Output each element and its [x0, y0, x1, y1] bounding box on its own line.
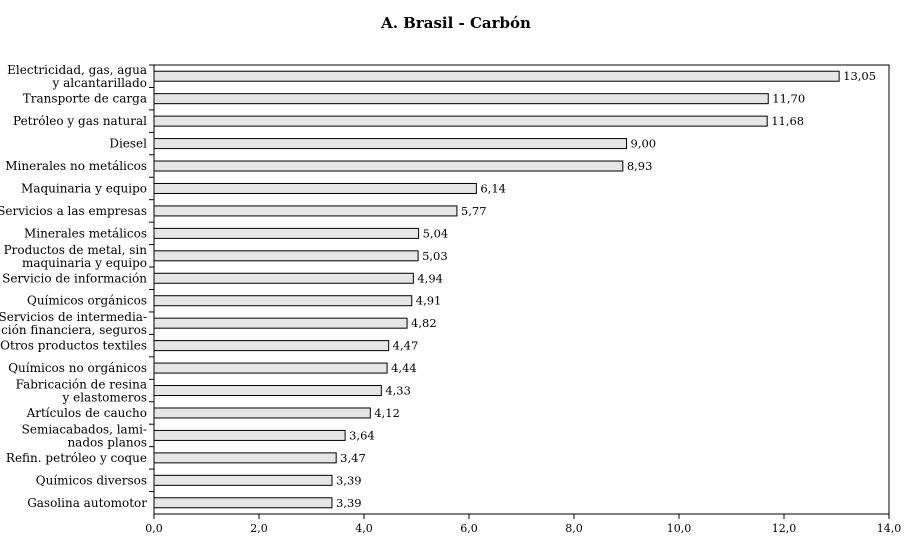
bar [153, 295, 413, 307]
bar [153, 429, 346, 441]
category-label: Servicios a las empresas [0, 204, 147, 218]
value-label: 11,70 [772, 92, 805, 106]
plot-area: 0,0 2,0 4,0 6,0 8,0 10,0 12,0 14,0 13,05 Electric… [0, 63, 901, 535]
category-label: Transporte de carga [23, 92, 147, 106]
bar [153, 138, 627, 150]
bar [153, 272, 414, 284]
chart-title: A. Brasil - Carbón [380, 14, 531, 32]
value-label: 4,94 [417, 271, 443, 285]
bar [153, 250, 419, 262]
bar [153, 205, 458, 217]
value-label: 4,12 [374, 406, 400, 420]
category-label: Refin. petróleo y coque [6, 451, 147, 465]
bar [153, 317, 408, 329]
category-label: Servicio de información [2, 271, 147, 285]
category-label: Maquinaria y equipo [21, 181, 147, 195]
category-label: Semiacabados, lami- [22, 422, 147, 436]
value-label: 5,77 [461, 204, 487, 218]
category-label: Químicos orgánicos [27, 294, 147, 308]
x-tick-label: 10,0 [667, 522, 692, 535]
category-label: Petróleo y gas natural [13, 114, 147, 128]
category-label: Otros productos textiles [0, 339, 147, 353]
bar [153, 497, 333, 509]
category-label: Minerales metálicos [24, 226, 147, 240]
category-label: Electricidad, gas, agua [7, 63, 147, 77]
category-label: Gasolina automotor [27, 496, 147, 510]
category-label: Productos de metal, sin [4, 243, 148, 257]
value-label: 3,39 [336, 496, 362, 510]
value-label: 8,93 [627, 159, 653, 173]
category-label: Químicos diversos [36, 473, 147, 487]
bar [153, 227, 420, 239]
x-tick-label: 2,0 [250, 522, 268, 535]
bar [153, 93, 769, 105]
bar [153, 70, 840, 82]
value-label: 3,47 [340, 451, 366, 465]
x-tick-label: 12,0 [772, 522, 797, 535]
x-tick-label: 6,0 [460, 522, 478, 535]
value-label: 4,33 [385, 384, 411, 398]
value-label: 4,44 [391, 361, 417, 375]
category-label: Minerales no metálicos [5, 159, 147, 173]
bar [153, 160, 624, 172]
value-label: 3,64 [349, 428, 375, 442]
bar [153, 340, 390, 352]
value-label: 3,39 [336, 473, 362, 487]
bar [153, 452, 337, 464]
bar [153, 362, 388, 374]
category-label: Artículos de caucho [26, 406, 147, 420]
x-tick-label: 0,0 [145, 522, 163, 535]
bar [153, 385, 382, 397]
category-label: ción financiera, seguros [1, 323, 147, 337]
bar [153, 115, 768, 127]
category-label: Fabricación de resina [16, 378, 147, 392]
value-label: 4,91 [416, 294, 442, 308]
value-label: 13,05 [843, 69, 876, 83]
category-label: maquinaria y equipo [22, 256, 147, 270]
category-label: y elastomeros [62, 391, 148, 405]
category-label: Químicos no orgánicos [8, 361, 147, 375]
bar [153, 182, 477, 194]
value-label: 11,68 [771, 114, 804, 128]
category-label: Diesel [109, 137, 147, 151]
value-label: 5,03 [422, 249, 448, 263]
value-label: 5,04 [423, 226, 449, 240]
value-label: 9,00 [631, 137, 657, 151]
x-tick-label: 4,0 [355, 522, 373, 535]
bar [153, 407, 371, 419]
value-label: 4,47 [393, 339, 419, 353]
x-tick-label: 8,0 [565, 522, 583, 535]
category-label: Servicios de intermedia- [0, 310, 147, 324]
x-tick-label: 14,0 [877, 522, 902, 535]
value-label: 6,14 [480, 181, 506, 195]
bar [153, 474, 333, 486]
category-label: nados planos [67, 435, 147, 449]
value-label: 4,82 [411, 316, 437, 330]
category-label: y alcantarillado [52, 76, 147, 90]
plot-frame [153, 64, 890, 515]
